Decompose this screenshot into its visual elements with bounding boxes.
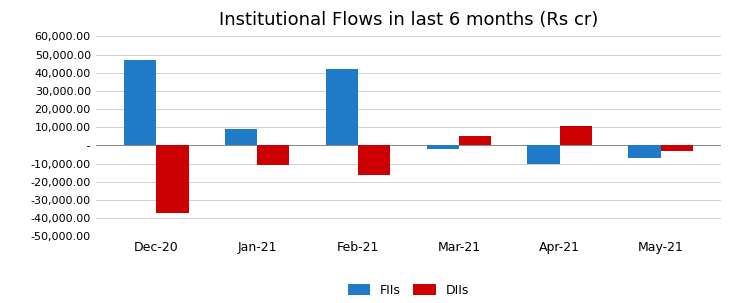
Bar	[629, 145, 661, 158]
Bar	[560, 126, 592, 145]
Bar	[459, 136, 491, 145]
Legend: FIIs, DIIs: FIIs, DIIs	[342, 278, 475, 301]
Bar	[257, 145, 289, 165]
Bar	[326, 69, 358, 145]
Bar	[225, 129, 257, 145]
Bar	[358, 145, 390, 175]
Bar	[661, 145, 693, 151]
Bar	[156, 145, 188, 213]
Bar	[528, 145, 560, 164]
Title: Institutional Flows in last 6 months (Rs cr): Institutional Flows in last 6 months (Rs…	[219, 11, 598, 29]
Bar	[427, 145, 459, 149]
Bar	[124, 60, 156, 145]
